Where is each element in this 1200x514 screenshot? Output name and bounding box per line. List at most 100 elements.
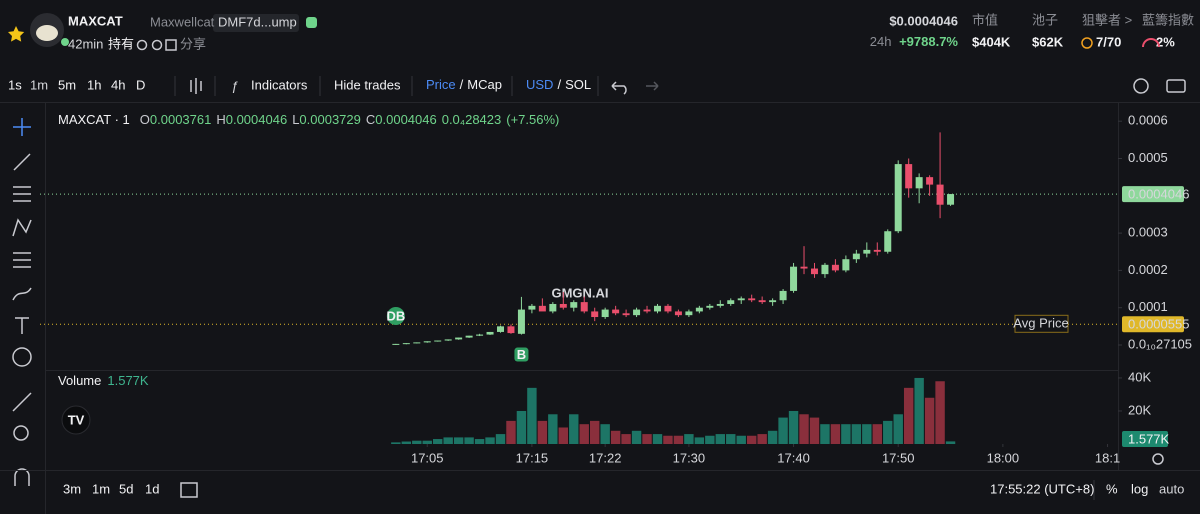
candle-body bbox=[716, 303, 724, 306]
log-toggle[interactable]: log bbox=[1131, 481, 1148, 496]
volume-bar bbox=[621, 434, 631, 444]
pump-icon[interactable] bbox=[306, 17, 317, 28]
crosshair-tool[interactable] bbox=[13, 118, 31, 136]
chart-title: MAXCAT · 1 bbox=[58, 112, 130, 127]
volume-bar bbox=[391, 442, 401, 444]
usd-option: USD bbox=[526, 77, 553, 92]
volume-bar bbox=[443, 437, 453, 444]
address-box[interactable] bbox=[213, 14, 299, 32]
screenshot-icon[interactable] bbox=[1166, 79, 1186, 93]
emoji-tool[interactable] bbox=[12, 347, 32, 367]
ohlc-change: 0.0₄28423 bbox=[442, 112, 502, 127]
volume-bar bbox=[767, 430, 778, 444]
candle-body bbox=[591, 311, 599, 318]
interval-button[interactable]: 1h bbox=[87, 77, 101, 92]
volume-bar bbox=[694, 437, 705, 444]
price-option: Price bbox=[426, 77, 456, 92]
trade-marker[interactable] bbox=[514, 347, 529, 362]
undo-icon[interactable] bbox=[611, 81, 627, 95]
volume-title: Volume bbox=[58, 373, 101, 388]
trade-marker[interactable] bbox=[386, 307, 405, 325]
currency-toggle[interactable]: USD / SOL bbox=[526, 77, 591, 92]
candle-body bbox=[852, 253, 860, 260]
zoom-tool[interactable] bbox=[13, 425, 29, 441]
volume-bar bbox=[746, 435, 757, 444]
candle-body bbox=[915, 177, 923, 189]
share-icon[interactable] bbox=[165, 39, 177, 51]
tv-logo[interactable] bbox=[61, 405, 91, 435]
ohlc-change-pct: (+7.56%) bbox=[506, 112, 559, 127]
magnet-tool[interactable] bbox=[14, 468, 30, 486]
volume-bar bbox=[548, 414, 558, 444]
avg-price-label: Avg Price bbox=[1013, 316, 1068, 331]
volume-bar bbox=[757, 434, 767, 444]
candle-body bbox=[685, 311, 693, 316]
stat-value: $62K bbox=[1032, 34, 1064, 49]
range-button[interactable]: 5d bbox=[119, 481, 133, 496]
candle-body bbox=[633, 309, 641, 316]
indicators-button[interactable]: Indicators bbox=[251, 77, 308, 92]
sniper-icon bbox=[1081, 37, 1093, 49]
volume-bar bbox=[893, 414, 903, 444]
volume-bar bbox=[809, 417, 820, 444]
brush-tool[interactable] bbox=[12, 287, 32, 301]
text-tool[interactable] bbox=[15, 317, 29, 334]
percent-toggle[interactable]: % bbox=[1106, 481, 1118, 496]
volume-bar bbox=[579, 424, 589, 444]
volume-bar bbox=[569, 414, 579, 444]
range-button[interactable]: 1d bbox=[145, 481, 159, 496]
fib-tool[interactable] bbox=[13, 186, 31, 202]
interval-button[interactable]: 1m bbox=[30, 77, 48, 92]
volume-bar bbox=[673, 435, 684, 444]
fx-icon[interactable]: ƒ bbox=[231, 78, 238, 93]
axis-settings-icon[interactable] bbox=[1152, 453, 1164, 465]
interval-button[interactable]: 4h bbox=[111, 77, 125, 92]
candle-body bbox=[486, 331, 494, 335]
interval-button[interactable]: 5m bbox=[58, 77, 76, 92]
ohlc-value: 0.0003729 bbox=[299, 112, 360, 127]
candle-body bbox=[570, 302, 578, 308]
candle-body bbox=[737, 298, 745, 301]
hide-trades-button[interactable]: Hide trades bbox=[334, 77, 401, 92]
volume-bar bbox=[432, 439, 443, 444]
interval-button[interactable]: 1s bbox=[8, 77, 22, 92]
favorite-star[interactable] bbox=[8, 26, 25, 42]
interval-button[interactable]: D bbox=[136, 77, 145, 92]
pattern-tool[interactable] bbox=[12, 218, 32, 237]
share-label[interactable]: 分享 bbox=[180, 36, 206, 51]
stat-label[interactable]: 狙擊者 > bbox=[1082, 12, 1132, 27]
x-tick-label: 17:30 bbox=[673, 450, 706, 465]
auto-toggle[interactable]: auto bbox=[1159, 481, 1184, 496]
redo-icon[interactable] bbox=[646, 81, 659, 91]
volume-bar bbox=[610, 430, 621, 444]
price-mcap-toggle[interactable]: Price / MCap bbox=[426, 77, 502, 92]
volume-bar bbox=[495, 434, 506, 444]
volume-bar bbox=[935, 381, 945, 444]
candle-body bbox=[517, 309, 525, 334]
clock: 17:55:22 (UTC+8) bbox=[990, 481, 1094, 496]
candle-body bbox=[873, 249, 881, 252]
ohlc-key: O bbox=[140, 112, 150, 127]
projection-tool[interactable] bbox=[13, 252, 31, 268]
candle-body bbox=[926, 177, 934, 185]
date-range-icon[interactable] bbox=[180, 482, 198, 498]
stat-value: 2% bbox=[1156, 34, 1175, 49]
candle-type-icon[interactable] bbox=[190, 78, 202, 94]
line-tool[interactable] bbox=[13, 153, 31, 171]
token-address[interactable]: DMF7d...ump bbox=[218, 14, 297, 29]
eye-icon[interactable] bbox=[151, 39, 163, 51]
tools-divider bbox=[45, 103, 46, 514]
trade-marker-label: DB bbox=[386, 308, 405, 323]
settings-icon[interactable] bbox=[1133, 78, 1149, 94]
volume-tag bbox=[1122, 431, 1168, 447]
volume-bar bbox=[830, 424, 841, 444]
range-button[interactable]: 3m bbox=[63, 481, 81, 496]
holding-label[interactable]: 持有 bbox=[108, 36, 134, 51]
token-name: Maxwellcat bbox=[150, 14, 215, 29]
ruler-tool[interactable] bbox=[12, 392, 32, 412]
volume-bar bbox=[914, 377, 924, 444]
candle-body bbox=[706, 305, 714, 308]
range-button[interactable]: 1m bbox=[92, 481, 110, 496]
search-icon[interactable] bbox=[136, 39, 148, 51]
